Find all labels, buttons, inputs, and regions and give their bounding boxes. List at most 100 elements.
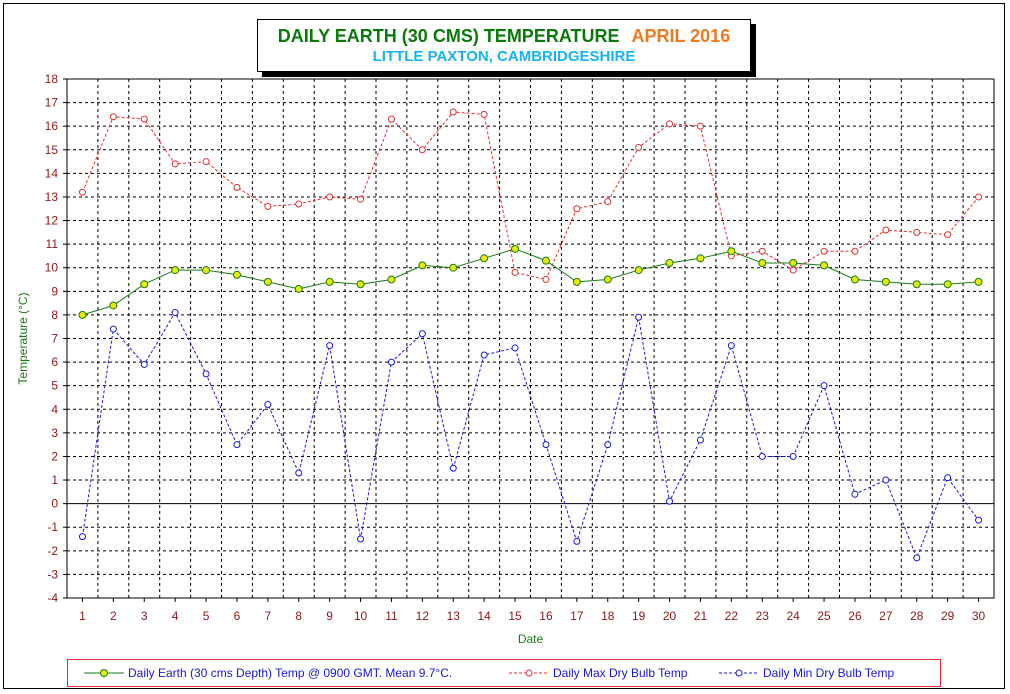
x-tick-label: 24 — [786, 609, 800, 623]
chart-title: DAILY EARTH (30 CMS) TEMPERATURE — [277, 26, 620, 46]
series-earth — [78, 244, 983, 319]
data-point-earth — [727, 247, 736, 256]
data-point-max — [418, 146, 426, 154]
y-tick-label: 0 — [51, 497, 58, 511]
title-box: DAILY EARTH (30 CMS) TEMPERATURE APRIL 20… — [257, 19, 751, 72]
legend-label-earth: Daily Earth (30 cms Depth) Temp @ 0900 G… — [128, 666, 453, 680]
y-tick-label: 18 — [45, 72, 59, 86]
data-point-earth — [820, 261, 829, 270]
data-point-earth — [665, 259, 674, 268]
data-point-min — [944, 474, 952, 482]
x-tick-label: 19 — [632, 609, 646, 623]
data-point-earth — [263, 277, 272, 286]
data-point-max — [944, 231, 952, 239]
data-point-min — [696, 436, 704, 444]
data-point-max — [326, 193, 334, 201]
data-point-min — [820, 382, 828, 390]
y-tick-label: 14 — [45, 166, 59, 180]
data-point-min — [387, 358, 395, 366]
y-tick-label: 16 — [45, 119, 59, 133]
x-tick-label: 4 — [172, 609, 179, 623]
data-point-earth — [202, 266, 211, 275]
data-point-earth — [943, 280, 952, 289]
legend: Daily Earth (30 cms Depth) Temp @ 0900 G… — [67, 659, 941, 687]
y-tick-label: 9 — [51, 284, 58, 298]
x-axis-label: Date — [518, 632, 544, 646]
data-point-min — [635, 313, 643, 321]
data-point-min — [542, 441, 550, 449]
data-point-min — [202, 370, 210, 378]
x-tick-label: 7 — [265, 609, 272, 623]
data-point-max — [542, 276, 550, 284]
data-point-min — [851, 490, 859, 498]
y-tick-label: 17 — [45, 96, 59, 110]
data-point-earth — [140, 280, 149, 289]
x-tick-label: 9 — [326, 609, 333, 623]
x-tick-label: 18 — [601, 609, 615, 623]
data-point-min — [511, 344, 519, 352]
data-point-max — [666, 120, 674, 128]
x-tick-label: 27 — [879, 609, 893, 623]
data-point-max — [789, 266, 797, 274]
x-tick-label: 1 — [79, 609, 86, 623]
data-point-earth — [294, 284, 303, 293]
series-line-max — [82, 111, 979, 281]
x-tick-label: 29 — [941, 609, 955, 623]
data-point-min — [295, 469, 303, 477]
data-point-earth — [480, 254, 489, 263]
data-point-max — [696, 122, 704, 130]
data-point-max — [758, 247, 766, 255]
data-point-min — [233, 441, 241, 449]
data-point-max — [295, 200, 303, 208]
data-point-max — [975, 193, 983, 201]
y-tick-label: 10 — [45, 261, 59, 275]
data-point-earth — [696, 254, 705, 263]
data-point-max — [635, 143, 643, 151]
data-point-earth — [449, 263, 458, 272]
data-point-max — [202, 158, 210, 166]
data-point-max — [109, 113, 117, 121]
y-tick-label: 6 — [51, 355, 58, 369]
data-point-earth — [78, 310, 87, 319]
data-point-min — [727, 342, 735, 350]
data-point-min — [109, 325, 117, 333]
data-point-min — [789, 452, 797, 460]
x-tick-label: 3 — [141, 609, 148, 623]
data-point-min — [264, 401, 272, 409]
y-tick-label: 8 — [51, 308, 58, 322]
data-point-min — [357, 535, 365, 543]
data-point-min — [604, 441, 612, 449]
legend-swatch-earth — [84, 669, 124, 677]
data-point-min — [480, 351, 488, 359]
x-tick-label: 2 — [110, 609, 117, 623]
chart-subtitle: LITTLE PAXTON, CAMBRIDGESHIRE — [372, 48, 636, 65]
y-tick-label: -1 — [47, 520, 58, 534]
data-point-max — [913, 228, 921, 236]
x-tick-label: 10 — [354, 609, 368, 623]
data-point-max — [78, 188, 86, 196]
y-tick-label: -2 — [47, 544, 58, 558]
x-tick-label: 8 — [295, 609, 302, 623]
data-point-earth — [758, 259, 767, 268]
x-tick-label: 15 — [508, 609, 522, 623]
data-point-earth — [325, 277, 334, 286]
legend-label-min: Daily Min Dry Bulb Temp — [763, 666, 895, 680]
data-point-min — [449, 464, 457, 472]
data-point-max — [171, 160, 179, 168]
data-point-earth — [881, 277, 890, 286]
data-point-earth — [912, 280, 921, 289]
data-point-earth — [232, 270, 241, 279]
data-point-max — [573, 205, 581, 213]
data-point-max — [882, 226, 890, 234]
x-tick-label: 6 — [234, 609, 241, 623]
x-tick-label: 28 — [910, 609, 924, 623]
x-tick-label: 17 — [570, 609, 584, 623]
data-point-max — [480, 110, 488, 118]
legend-item-max: Daily Max Dry Bulb Temp — [509, 665, 687, 681]
title-line: DAILY EARTH (30 CMS) TEMPERATURE APRIL 20… — [258, 26, 750, 47]
legend-item-earth: Daily Earth (30 cms Depth) Temp @ 0900 G… — [84, 665, 452, 681]
series-min — [78, 309, 983, 562]
x-tick-label: 22 — [725, 609, 739, 623]
chart-frame — [3, 3, 1005, 689]
data-point-min — [758, 452, 766, 460]
